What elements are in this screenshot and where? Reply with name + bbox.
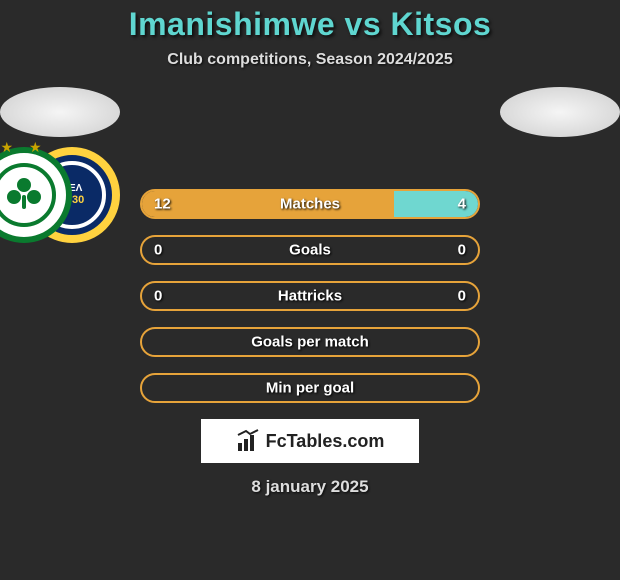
stat-label: Min per goal [142,380,478,397]
date-label: 8 january 2025 [0,477,620,497]
stat-bar: Goals per match [140,327,480,357]
player-left-portrait [0,87,120,137]
stat-value-right: 0 [458,242,466,259]
comparison-bars: 12Matches40Goals00Hattricks0Goals per ma… [140,183,480,403]
brand-text: FcTables.com [266,431,385,452]
bar-chart-icon [236,429,260,453]
stat-value-right: 0 [458,288,466,305]
stat-bar: 0Goals0 [140,235,480,265]
stat-label: Matches [142,196,478,213]
stat-label: Goals [142,242,478,259]
brand-box: FcTables.com [201,419,419,463]
stat-label: Goals per match [142,334,478,351]
crest-stars-icon: ★ ★ [0,139,66,156]
stat-bar: 0Hattricks0 [140,281,480,311]
player-right-portrait [500,87,620,137]
page-subtitle: Club competitions, Season 2024/2025 [0,51,620,69]
stat-bar: Min per goal [140,373,480,403]
stat-value-right: 4 [458,196,466,213]
page-title: Imanishimwe vs Kitsos [0,6,620,43]
comparison-stage: AEΛ 1930 ★ ★ 12Matches40Goals00Hattricks… [0,87,620,403]
stat-bar: 12Matches4 [140,189,480,219]
stat-label: Hattricks [142,288,478,305]
shamrock-icon [4,175,44,215]
